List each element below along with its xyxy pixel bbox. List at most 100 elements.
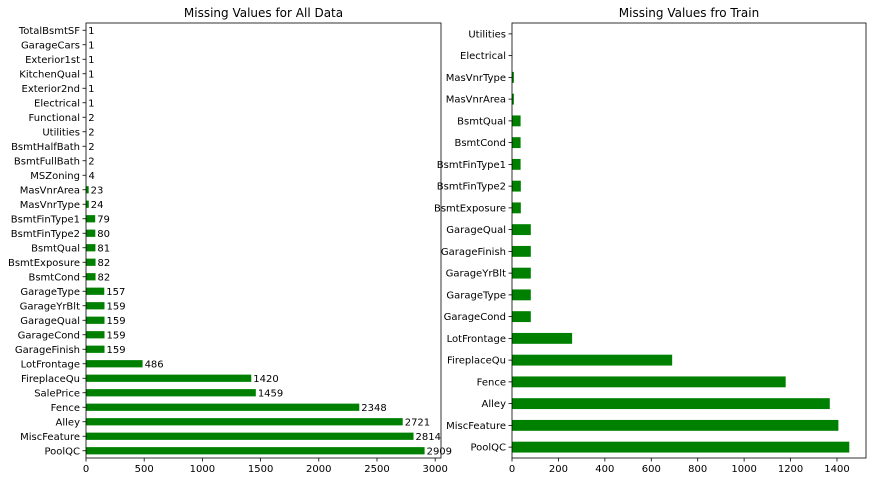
data-label: 82: [98, 272, 111, 283]
data-label: 1: [88, 55, 94, 66]
y-tick-label: GarageQual: [446, 225, 506, 236]
bar: [512, 93, 514, 105]
bar: [512, 332, 573, 344]
y-tick-label: Fence: [51, 403, 80, 414]
y-tick-label: BsmtHalfBath: [11, 142, 80, 153]
data-label: 2721: [405, 417, 430, 428]
bar: [86, 360, 143, 368]
data-label: 2909: [427, 446, 452, 457]
bar: [512, 158, 521, 170]
y-tick-label: GarageFinish: [15, 345, 80, 356]
data-label: 2: [88, 142, 94, 153]
bar: [86, 345, 105, 353]
y-tick-label: SalePrice: [34, 388, 80, 399]
y-tick-label: Fence: [477, 377, 506, 388]
y-tick-label: MSZoning: [30, 171, 80, 182]
x-tick-label: 200: [549, 464, 568, 475]
y-tick-label: Alley: [56, 417, 81, 428]
bar: [86, 287, 105, 295]
x-tick-label: 1000: [731, 464, 756, 475]
bar: [86, 244, 96, 252]
y-tick-label: BsmtExposure: [434, 203, 506, 214]
x-tick-label: 2500: [364, 464, 389, 475]
x-tick-label: 400: [595, 464, 614, 475]
data-label: 157: [106, 287, 125, 298]
y-tick-label: GarageCars: [21, 40, 80, 51]
bar: [86, 258, 96, 266]
y-tick-label: PoolQC: [470, 443, 506, 454]
bar: [512, 267, 531, 279]
data-label: 159: [107, 345, 126, 356]
y-tick-label: MasVnrArea: [20, 185, 80, 196]
chart-panel-2: Missing Values fro Train PoolQC MiscFeatur…: [434, 6, 867, 475]
y-tick-label: BsmtFinType2: [437, 182, 506, 193]
bar: [86, 432, 414, 440]
bar: [512, 398, 830, 410]
data-label: 2814: [416, 432, 441, 443]
y-tick-label: GarageYrBlt: [20, 301, 80, 312]
data-label: 24: [91, 200, 104, 211]
x-tick-label: 1000: [190, 464, 215, 475]
chart-title: Missing Values for All Data: [184, 6, 343, 20]
bar: [512, 311, 531, 323]
data-label: 1: [88, 40, 94, 51]
bar: [512, 376, 786, 388]
bar: [512, 71, 514, 83]
data-label: 486: [145, 359, 164, 370]
data-label: 1420: [253, 374, 278, 385]
bar: [86, 374, 252, 382]
bar: [86, 389, 256, 397]
y-tick-label: FireplaceQu: [447, 356, 506, 367]
data-label: 1: [88, 98, 94, 109]
data-label: 79: [97, 214, 110, 225]
y-tick-label: GarageType: [446, 290, 506, 301]
bar: [512, 354, 673, 366]
bar: [86, 200, 89, 208]
y-tick-label: GarageQual: [20, 316, 80, 327]
bar: [512, 115, 521, 127]
bar: [86, 403, 360, 411]
data-label: 81: [97, 243, 110, 254]
plot-frame: [511, 22, 867, 459]
plot-frame: [85, 22, 442, 459]
y-tick-label: LotFrontage: [447, 334, 506, 345]
x-tick-label: 1500: [248, 464, 273, 475]
y-tick-label: Alley: [482, 399, 507, 410]
data-label: 159: [107, 301, 126, 312]
data-label: 2: [88, 156, 94, 167]
y-tick-label: KitchenQual: [19, 69, 80, 80]
bar: [86, 316, 105, 324]
bar: [86, 418, 403, 426]
y-tick-label: Utilities: [42, 127, 80, 138]
y-tick-label: MiscFeature: [20, 432, 80, 443]
x-tick-label: 1400: [824, 464, 849, 475]
bar: [86, 273, 96, 281]
bar: [512, 289, 531, 301]
y-tick-label: BsmtCond: [454, 138, 506, 149]
data-label: 1: [88, 26, 94, 37]
y-tick-label: PoolQC: [44, 446, 80, 457]
y-tick-label: Exterior2nd: [22, 84, 80, 95]
y-tick-label: BsmtExposure: [8, 258, 80, 269]
data-label: 2: [88, 113, 94, 124]
y-tick-label: LotFrontage: [21, 359, 80, 370]
y-tick-label: BsmtQual: [31, 243, 80, 254]
bar: [512, 202, 521, 214]
bar: [512, 245, 531, 257]
y-tick-label: GarageCond: [444, 312, 506, 323]
chart-title: Missing Values fro Train: [619, 6, 759, 20]
y-tick-label: Exterior1st: [25, 55, 80, 66]
data-label: 1: [88, 69, 94, 80]
y-tick-label: BsmtQual: [457, 116, 506, 127]
data-label: 159: [107, 316, 126, 327]
y-tick-label: BsmtFinType2: [11, 229, 80, 240]
y-tick-label: TotalBsmtSF: [18, 26, 80, 37]
y-tick-label: BsmtCond: [28, 272, 80, 283]
y-tick-label: Utilities: [468, 29, 506, 40]
data-label: 82: [98, 258, 111, 269]
data-label: 4: [88, 171, 94, 182]
bar: [86, 186, 89, 194]
y-tick-label: Electrical: [34, 98, 80, 109]
y-tick-label: GarageFinish: [441, 247, 506, 258]
